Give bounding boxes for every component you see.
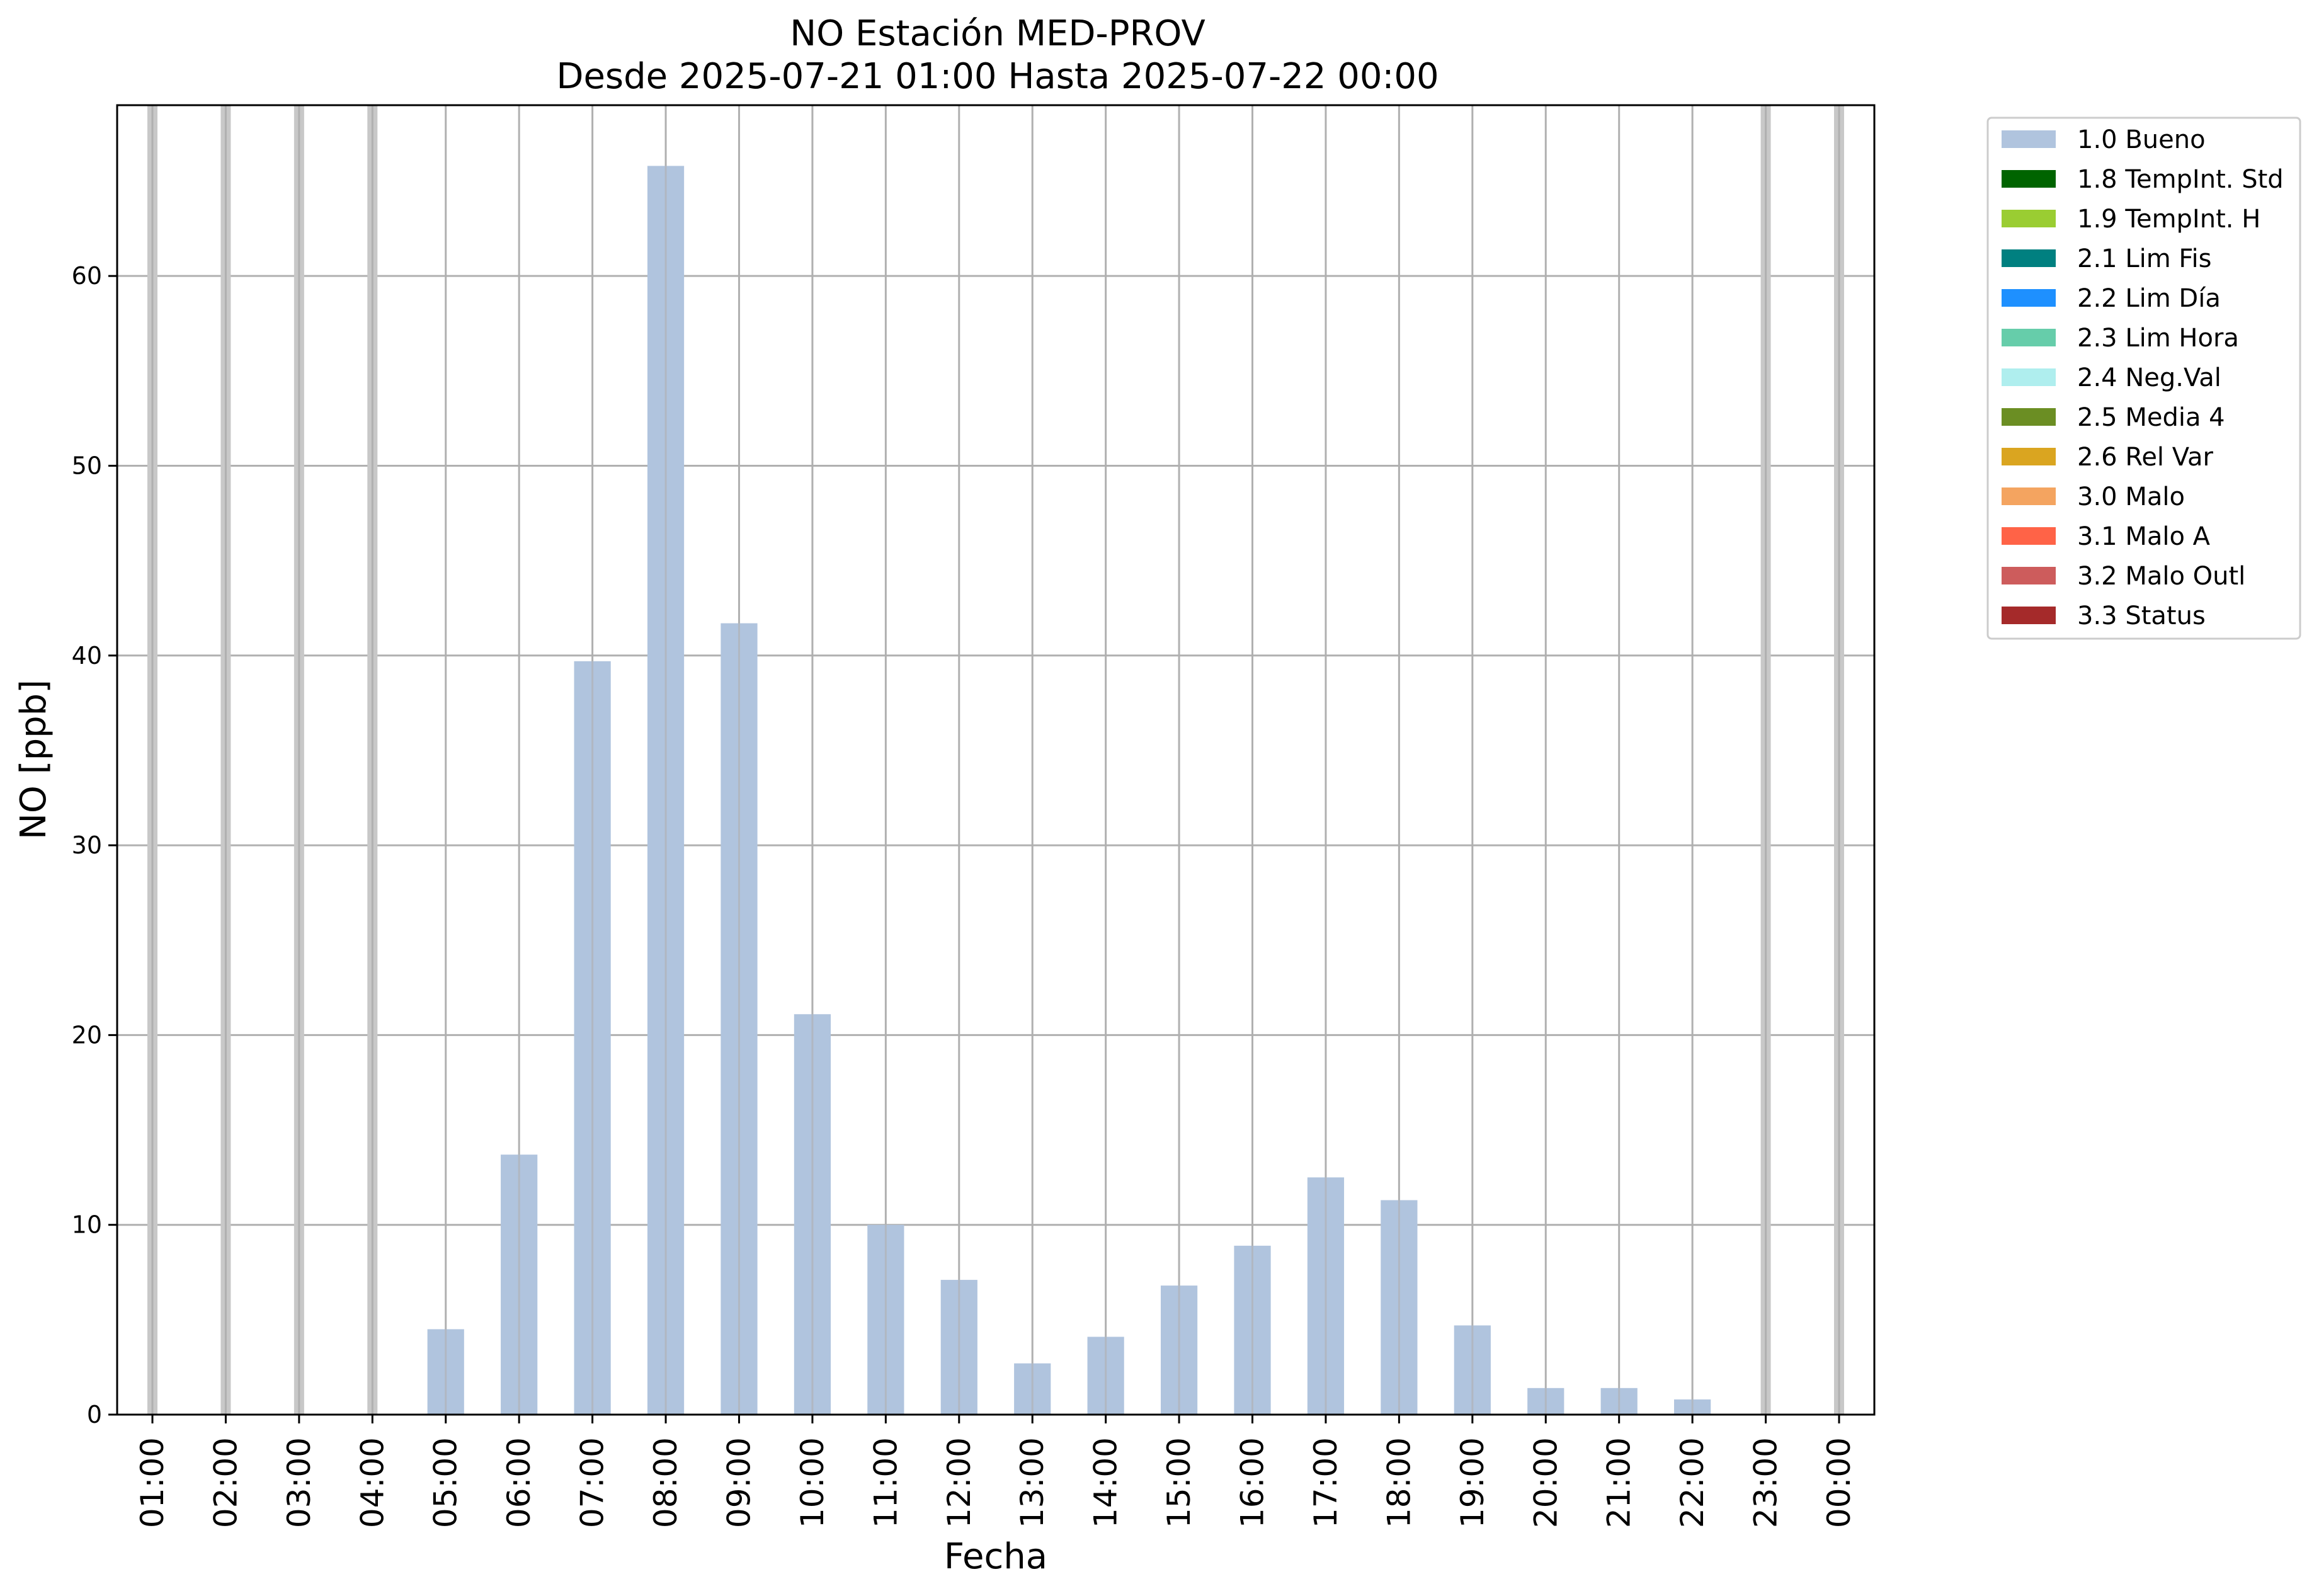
legend-label: 2.1 Lim Fis xyxy=(2077,244,2211,273)
x-tick-label: 22:00 xyxy=(1674,1437,1711,1528)
x-tick-label: 02:00 xyxy=(207,1437,244,1528)
legend-swatch xyxy=(2002,487,2056,505)
legend-label: 3.0 Malo xyxy=(2077,482,2185,511)
legend-label: 3.2 Malo Outl xyxy=(2077,562,2245,591)
legend-label: 2.4 Neg.Val xyxy=(2077,363,2221,392)
x-tick-label: 05:00 xyxy=(428,1437,464,1528)
y-tick-label: 60 xyxy=(72,262,102,290)
legend-swatch xyxy=(2002,448,2056,465)
y-tick-label: 50 xyxy=(72,452,102,479)
legend-label: 2.2 Lim Día xyxy=(2077,284,2221,313)
x-tick-label: 04:00 xyxy=(354,1437,390,1528)
legend-label: 2.3 Lim Hora xyxy=(2077,324,2239,353)
x-axis-label: Fecha xyxy=(944,1536,1047,1577)
x-tick-label: 07:00 xyxy=(574,1437,611,1528)
x-tick-label: 20:00 xyxy=(1527,1437,1564,1528)
x-tick-label: 17:00 xyxy=(1308,1437,1344,1528)
legend-swatch xyxy=(2002,289,2056,307)
legend-swatch xyxy=(2002,130,2056,148)
x-tick-label: 21:00 xyxy=(1601,1437,1638,1528)
legend-swatch xyxy=(2002,408,2056,426)
legend-swatch xyxy=(2002,329,2056,346)
bars xyxy=(427,166,1711,1415)
y-tick-label: 20 xyxy=(72,1021,102,1049)
chart-title: NO Estación MED-PROV xyxy=(790,13,1205,54)
legend-swatch xyxy=(2002,567,2056,584)
x-tick-label: 18:00 xyxy=(1381,1437,1417,1528)
legend-label: 1.8 TempInt. Std xyxy=(2077,165,2284,194)
y-axis: 0 10 20 30 40 50 60 xyxy=(72,262,117,1428)
x-tick-label: 19:00 xyxy=(1454,1437,1491,1528)
y-tick-label: 0 xyxy=(87,1401,102,1428)
legend-label: 3.1 Malo A xyxy=(2077,522,2211,551)
x-tick-label: 14:00 xyxy=(1088,1437,1124,1528)
legend-label: 1.0 Bueno xyxy=(2077,125,2206,154)
missing-data-markers xyxy=(147,105,1844,1415)
x-tick-label: 15:00 xyxy=(1161,1437,1197,1528)
legend: 1.0 Bueno 1.8 TempInt. Std 1.9 TempInt. H 2… xyxy=(1986,117,2301,640)
legend-label: 3.3 Status xyxy=(2077,601,2206,630)
legend-frame xyxy=(1986,117,2301,640)
x-axis: 01:00 02:00 03:00 04:00 05:00 06:00 07:00 08:00… xyxy=(134,1415,1857,1528)
x-tick-label: 11:00 xyxy=(867,1437,904,1528)
x-tick-label: 09:00 xyxy=(721,1437,757,1528)
legend-swatch xyxy=(2002,249,2056,267)
legend-swatch xyxy=(2002,368,2056,386)
y-tick-label: 40 xyxy=(72,642,102,670)
x-tick-label: 10:00 xyxy=(794,1437,831,1528)
legend-swatch xyxy=(2002,210,2056,227)
x-tick-label: 01:00 xyxy=(134,1437,171,1528)
legend-label: 2.6 Rel Var xyxy=(2077,443,2214,472)
x-tick-label: 08:00 xyxy=(647,1437,684,1528)
legend-swatch xyxy=(2002,170,2056,188)
x-tick-label: 16:00 xyxy=(1234,1437,1271,1528)
x-tick-label: 13:00 xyxy=(1014,1437,1051,1528)
chart-subtitle: Desde 2025-07-21 01:00 Hasta 2025-07-22 … xyxy=(556,56,1439,97)
legend-label: 1.9 TempInt. H xyxy=(2077,205,2260,234)
x-tick-label: 00:00 xyxy=(1821,1437,1857,1528)
x-tick-label: 12:00 xyxy=(941,1437,977,1528)
legend-label: 2.5 Media 4 xyxy=(2077,403,2225,432)
plot-frame xyxy=(116,104,1876,1416)
x-tick-label: 23:00 xyxy=(1748,1437,1784,1528)
legend-swatch xyxy=(2002,527,2056,545)
y-tick-label: 30 xyxy=(72,831,102,859)
y-axis-label: NO [ppb] xyxy=(13,680,54,840)
legend-swatch xyxy=(2002,607,2056,624)
y-tick-label: 10 xyxy=(72,1211,102,1239)
x-tick-label: 03:00 xyxy=(281,1437,317,1528)
x-tick-label: 06:00 xyxy=(501,1437,537,1528)
